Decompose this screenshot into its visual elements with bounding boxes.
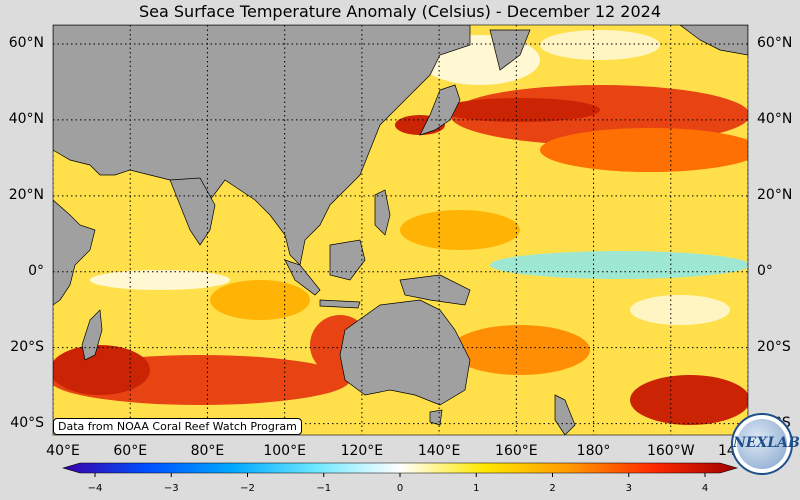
latitude-label: 40°S [10,414,44,431]
sumatra-landmass [284,259,321,296]
borneo-landmass [329,239,366,281]
colorbar-tick-label: −1 [316,483,332,494]
africa-landmass [53,199,96,306]
longitude-label: 60°E [113,443,148,459]
map-title: Sea Surface Temperature Anomaly (Celsius… [139,2,661,21]
nexlab-logo: NEXLAB [731,413,800,475]
colorbar-tick-label: 1 [473,483,480,494]
graticule [53,25,748,435]
asia-landmass [53,25,471,266]
new-guinea-landmass [399,274,471,306]
latitude-label: 20°N [8,186,44,203]
latitude-label: 40°N [757,110,793,127]
philippines-landmass [374,189,391,236]
japan-landmass [419,84,461,136]
latitude-label: 20°S [10,338,44,355]
latitude-label: 60°N [8,34,44,51]
latitude-label: 40°N [8,110,44,127]
colorbar-tick-label: −2 [240,483,255,494]
kamchatka-landmass [489,29,531,71]
longitude-label: 40°E [46,443,80,459]
colorbar-tick-label: −4 [87,483,103,494]
longitude-label: 80°E [190,443,225,459]
madagascar-landmass [81,309,103,361]
longitude-label: 180° [576,443,611,459]
latitude-label: 0° [757,262,773,279]
land-masses [53,25,748,435]
latitude-label: 0° [28,262,44,279]
longitude-label: 140°E [417,443,461,459]
alaska-landmass [679,25,748,56]
colorbar-tick-label: 4 [701,483,709,494]
colorbar-tick-label: −3 [163,483,179,494]
latitude-label: 60°N [757,34,793,51]
australia-landmass [339,299,471,406]
colorbar-tick-label: 2 [549,483,556,494]
colorbar-tick-label: 3 [625,483,632,494]
map-frame [52,24,749,436]
java-landmass [319,299,361,309]
latitude-label: 20°N [757,186,793,203]
data-credit: Data from NOAA Coral Reef Watch Program [53,418,302,435]
longitude-label: 160°W [646,443,695,459]
colorbar-tick-label: 0 [396,483,404,494]
longitude-label: 120°E [340,443,384,459]
india-landmass [169,177,216,246]
colorbar-bar [61,462,739,474]
longitude-label: 100°E [263,443,306,459]
logo-text: NEXLAB [733,435,800,451]
longitude-label: 160°E [495,443,538,459]
latitude-label: 20°S [757,338,791,355]
new-zealand-landmass [554,394,576,435]
